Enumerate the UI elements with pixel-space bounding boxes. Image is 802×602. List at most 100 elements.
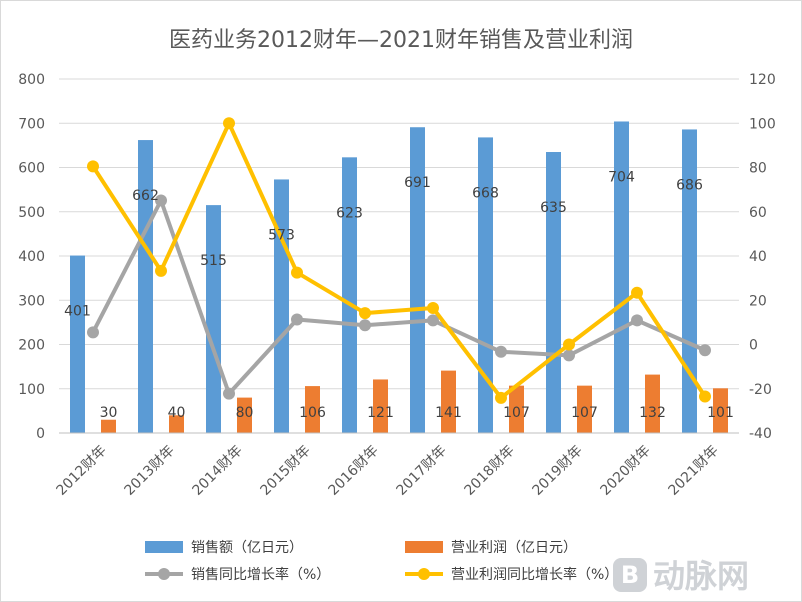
watermark-logo-glyph: B <box>621 561 639 589</box>
sales-growth-point <box>87 326 99 339</box>
sales-growth-point <box>495 345 507 358</box>
profit-growth-point <box>87 160 99 173</box>
lines <box>87 117 711 404</box>
right-tick-label: 20 <box>749 293 767 309</box>
profit-bar <box>373 379 388 433</box>
category-label: 2017财年 <box>394 443 450 499</box>
right-tick-label: -20 <box>749 382 772 398</box>
left-tick-label: 0 <box>36 426 45 442</box>
watermark-text: 动脉网 <box>653 557 749 595</box>
category-label: 2021财年 <box>666 443 722 499</box>
profit-growth-point <box>563 338 575 351</box>
sales-bar <box>546 152 561 433</box>
profit-bar <box>101 419 116 433</box>
profit-data-label: 101 <box>707 405 734 421</box>
sales-bar <box>70 255 85 433</box>
sales-growth-point <box>427 314 439 327</box>
sales-data-label: 686 <box>676 177 703 193</box>
legend-label: 销售同比增长率（%） <box>191 566 330 583</box>
sales-bar <box>274 179 289 433</box>
sales-data-label: 691 <box>404 175 431 191</box>
sales-bar <box>614 121 629 433</box>
sales-data-label: 401 <box>64 304 91 320</box>
profit-growth-point <box>155 264 167 277</box>
legend-label: 营业利润同比增长率（%） <box>451 566 618 583</box>
profit-growth-point <box>631 286 643 299</box>
right-axis: -40 -20 0 20 40 60 80 100 120 <box>749 72 776 442</box>
profit-data-label: 107 <box>503 405 530 421</box>
left-tick-label: 200 <box>18 338 45 354</box>
profit-data-label: 40 <box>168 405 186 421</box>
sales-data-label: 662 <box>132 188 159 204</box>
profit-data-label: 121 <box>367 405 394 421</box>
category-label: 2012财年 <box>54 443 110 499</box>
category-label: 2014财年 <box>190 443 246 499</box>
sales-bar <box>682 129 697 433</box>
sales-growth-point <box>223 387 235 400</box>
data-labels: 401 662 515 573 623 691 668 635 704 686 30 40 80 106 1… <box>64 169 734 421</box>
profit-data-label: 107 <box>571 405 598 421</box>
watermark: B 动脉网 <box>613 557 749 595</box>
profit-bar <box>441 370 456 433</box>
profit-bar <box>305 386 320 433</box>
chart-title: 医药业务2012财年—2021财年销售及营业利润 <box>169 28 633 53</box>
profit-growth-point <box>291 266 303 279</box>
sales-bar <box>410 127 425 434</box>
sales-growth-point <box>631 314 643 327</box>
sales-growth-line <box>91 198 706 396</box>
left-tick-label: 700 <box>18 116 45 132</box>
profit-bar <box>645 374 660 433</box>
left-tick-label: 600 <box>18 161 45 177</box>
right-tick-label: 100 <box>749 116 776 132</box>
right-tick-label: 40 <box>749 249 767 265</box>
profit-data-label: 80 <box>236 405 254 421</box>
profit-growth-line <box>91 121 707 400</box>
profit-growth-point <box>495 391 507 404</box>
right-tick-label: -40 <box>749 426 772 442</box>
sales-growth-point <box>699 344 711 357</box>
category-label: 2020财年 <box>598 443 654 499</box>
profit-data-label: 30 <box>100 405 118 421</box>
profit-growth-point <box>359 307 371 320</box>
sales-data-label: 623 <box>336 205 363 221</box>
profit-data-label: 132 <box>639 405 666 421</box>
sales-data-label: 573 <box>268 227 295 243</box>
sales-growth-point <box>359 319 371 332</box>
legend-swatch <box>405 541 443 553</box>
category-label: 2013财年 <box>122 443 178 499</box>
profit-data-label: 106 <box>299 405 326 421</box>
right-tick-label: 120 <box>749 72 776 88</box>
right-tick-label: 80 <box>749 161 767 177</box>
x-axis: 2012财年 2013财年 2014财年 2015财年 2016财年 2017财年 2018… <box>54 432 739 499</box>
category-label: 2015财年 <box>258 443 314 499</box>
sales-bar <box>478 137 493 433</box>
right-tick-label: 0 <box>749 338 758 354</box>
legend: 销售额（亿日元） 营业利润（亿日元） 销售同比增长率（%） 营业利润同比增长率（%） <box>145 540 618 583</box>
profit-growth-point <box>427 301 439 314</box>
sales-bar <box>206 205 221 433</box>
sales-data-label: 635 <box>540 200 567 216</box>
category-label: 2019财年 <box>530 443 586 499</box>
legend-swatch <box>145 541 183 553</box>
legend-label: 营业利润（亿日元） <box>451 540 577 556</box>
sales-bar <box>138 140 153 433</box>
sales-growth-point <box>291 313 303 326</box>
legend-marker <box>158 568 170 580</box>
left-tick-label: 100 <box>18 382 45 398</box>
gridlines <box>59 78 739 390</box>
watermark-logo-icon <box>613 558 647 592</box>
profit-bar <box>509 385 524 433</box>
sales-growth-point <box>155 194 167 207</box>
profit-data-label: 141 <box>435 405 462 421</box>
sales-data-label: 704 <box>608 169 635 185</box>
right-tick-label: 60 <box>749 205 767 221</box>
legend-marker <box>418 568 430 580</box>
category-label: 2016财年 <box>326 443 382 499</box>
left-tick-label: 500 <box>18 205 45 221</box>
profit-bar <box>577 385 592 433</box>
sales-data-label: 515 <box>200 253 227 269</box>
left-tick-label: 800 <box>18 72 45 88</box>
profit-bar <box>237 397 252 433</box>
profit-bar <box>713 388 728 433</box>
